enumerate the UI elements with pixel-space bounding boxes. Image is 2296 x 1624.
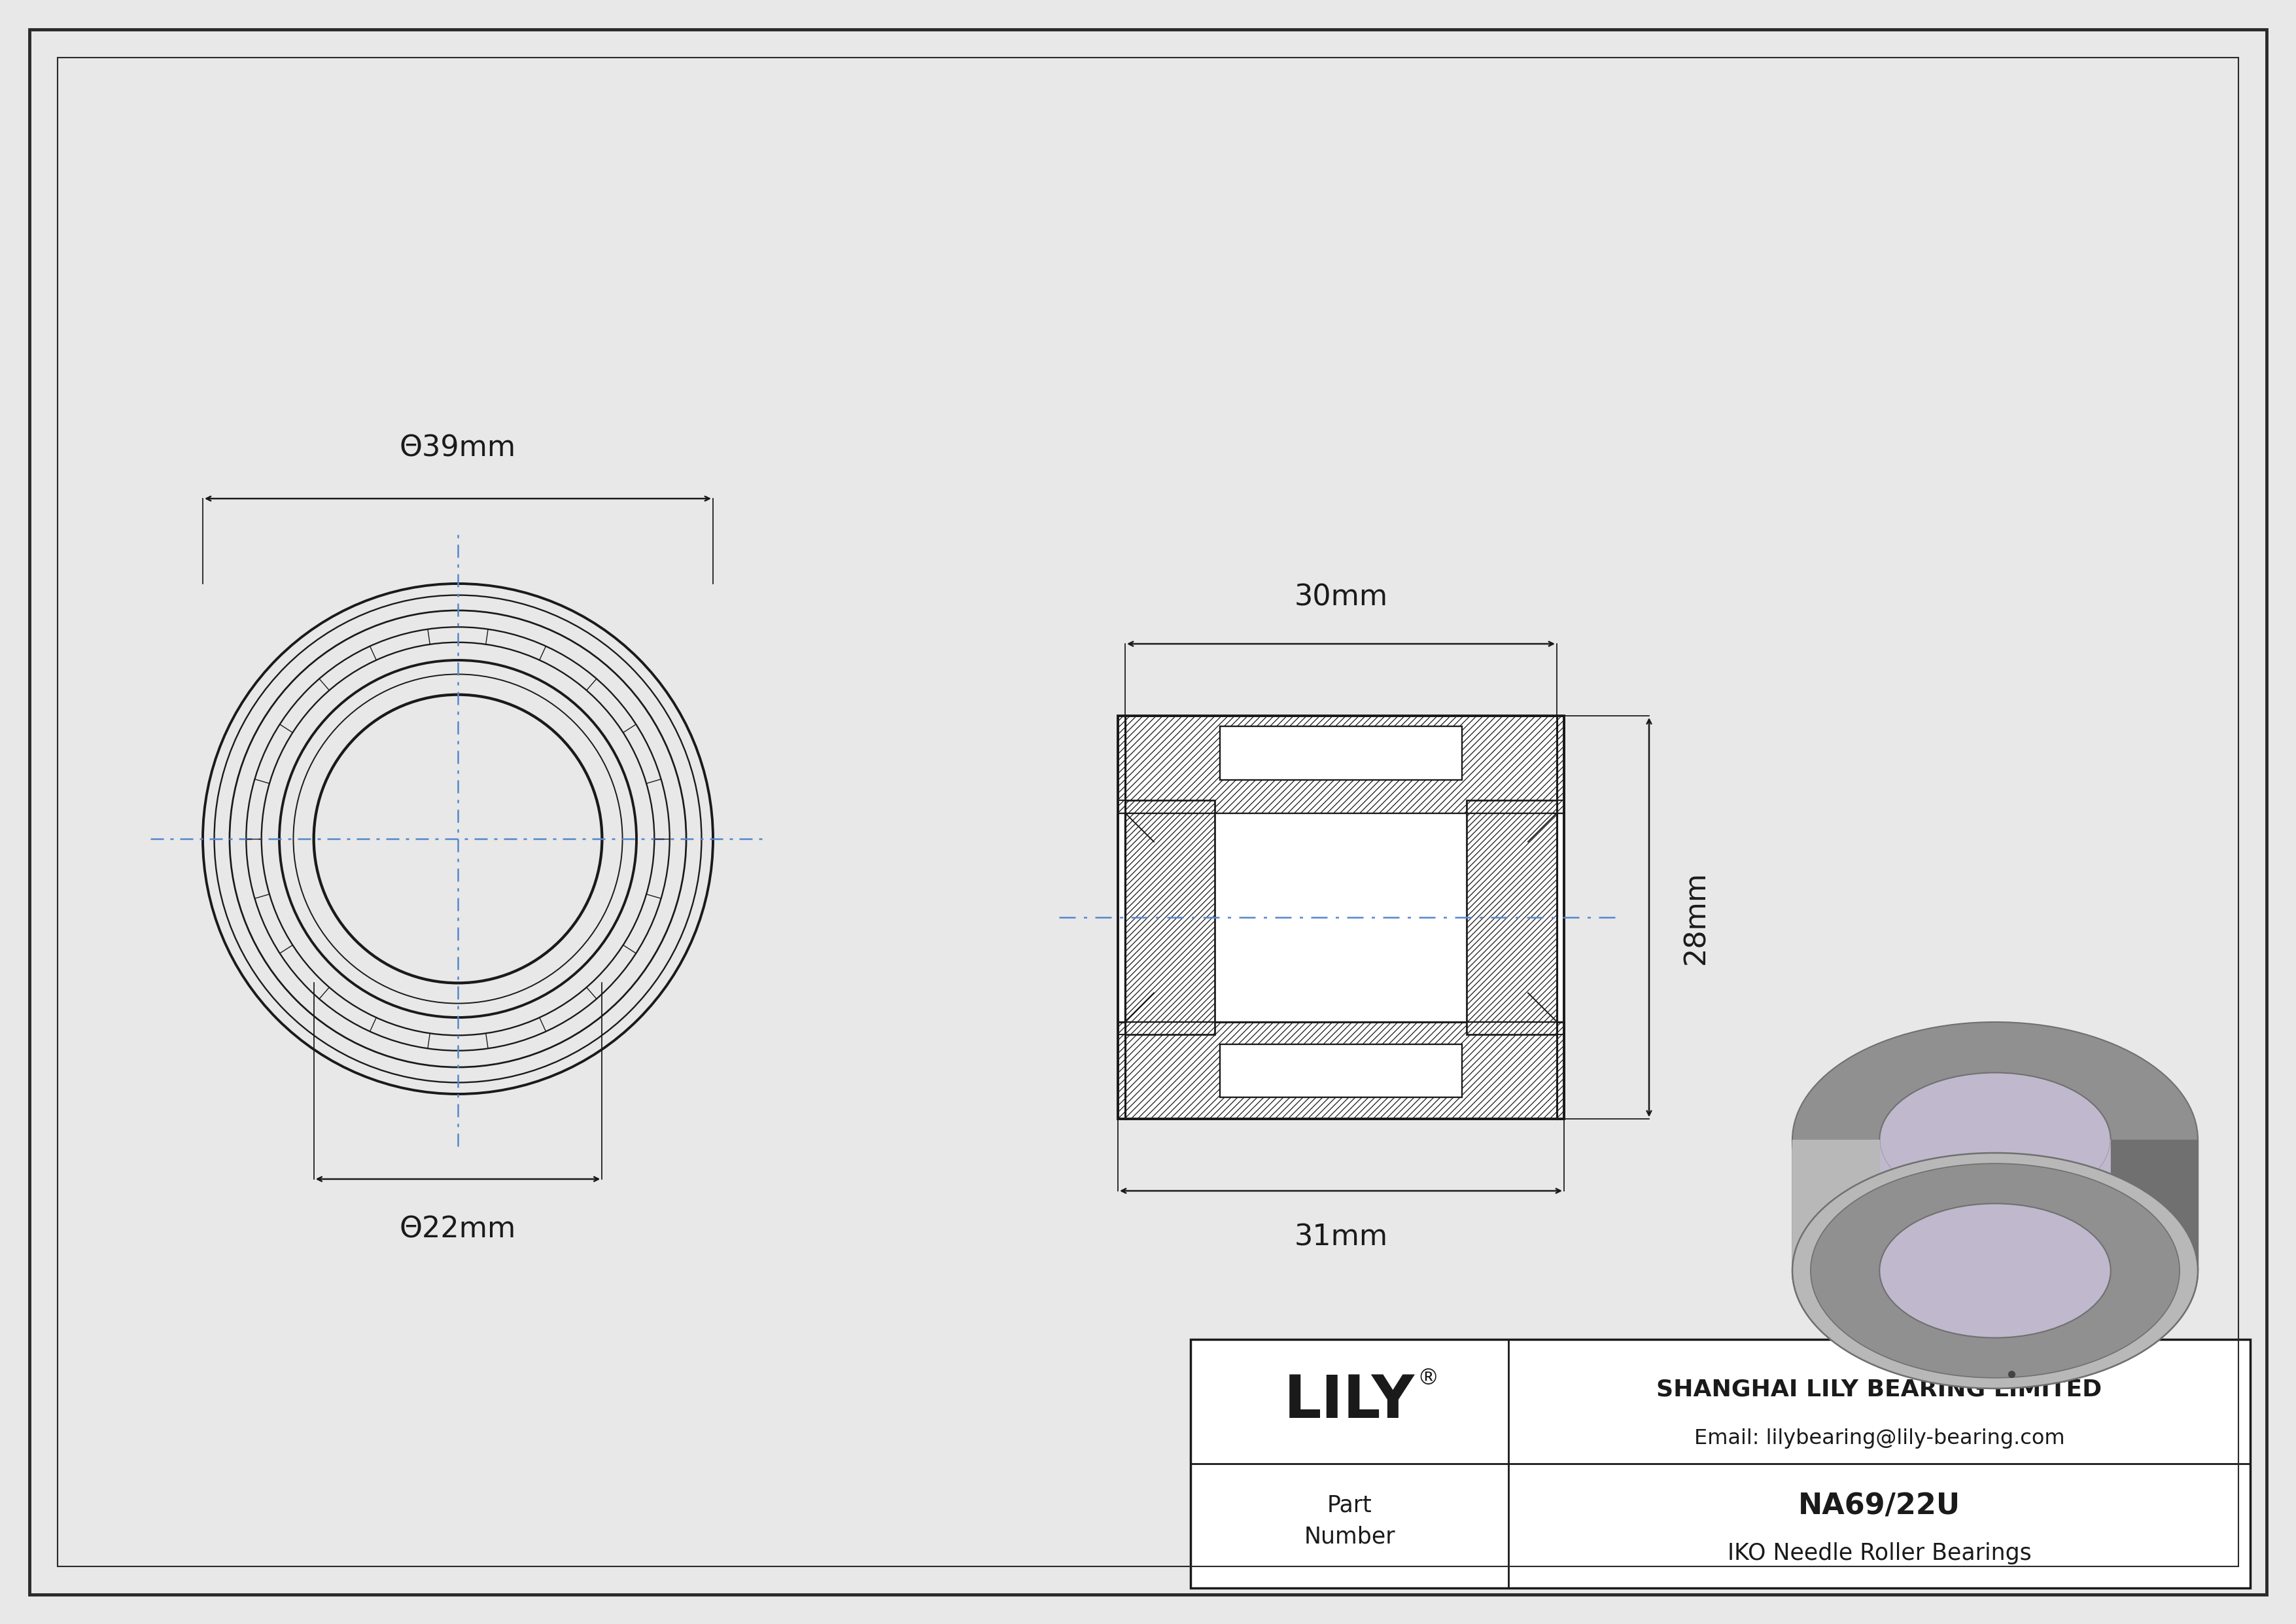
Text: Email: lilybearing@lily-bearing.com: Email: lilybearing@lily-bearing.com [1694,1429,2064,1449]
Ellipse shape [1793,1021,2197,1257]
Bar [1557,814,1564,1021]
Text: 30mm: 30mm [1295,583,1387,611]
Text: Θ22mm: Θ22mm [400,1215,517,1244]
Bar [1125,801,1215,1034]
Bar [1192,1340,2250,1588]
Bar [1467,801,1557,1034]
Text: 31mm: 31mm [1295,1223,1387,1252]
Ellipse shape [1793,1153,2197,1389]
Bar [1118,814,1125,1021]
Ellipse shape [1880,1203,2110,1338]
Polygon shape [1793,1140,1880,1270]
Text: 28mm: 28mm [1681,870,1711,965]
Text: ®: ® [1417,1367,1440,1390]
Bar [1219,1044,1463,1098]
Ellipse shape [1880,1073,2110,1207]
Bar [1118,716,1564,814]
Bar [1219,726,1463,780]
Text: IKO Needle Roller Bearings: IKO Needle Roller Bearings [1727,1543,2032,1564]
Polygon shape [1793,1140,2197,1389]
Polygon shape [1880,1140,2110,1338]
Text: Θ39mm: Θ39mm [400,435,517,463]
Bar [1125,814,1557,1021]
Polygon shape [2110,1140,2197,1270]
Text: LILY: LILY [1283,1372,1414,1431]
Text: Part
Number: Part Number [1304,1494,1396,1548]
Ellipse shape [1812,1163,2179,1377]
Text: SHANGHAI LILY BEARING LIMITED: SHANGHAI LILY BEARING LIMITED [1655,1379,2103,1400]
Text: NA69/22U: NA69/22U [1798,1492,1961,1520]
Bar [1118,716,1564,1119]
Bar [1118,1021,1564,1119]
